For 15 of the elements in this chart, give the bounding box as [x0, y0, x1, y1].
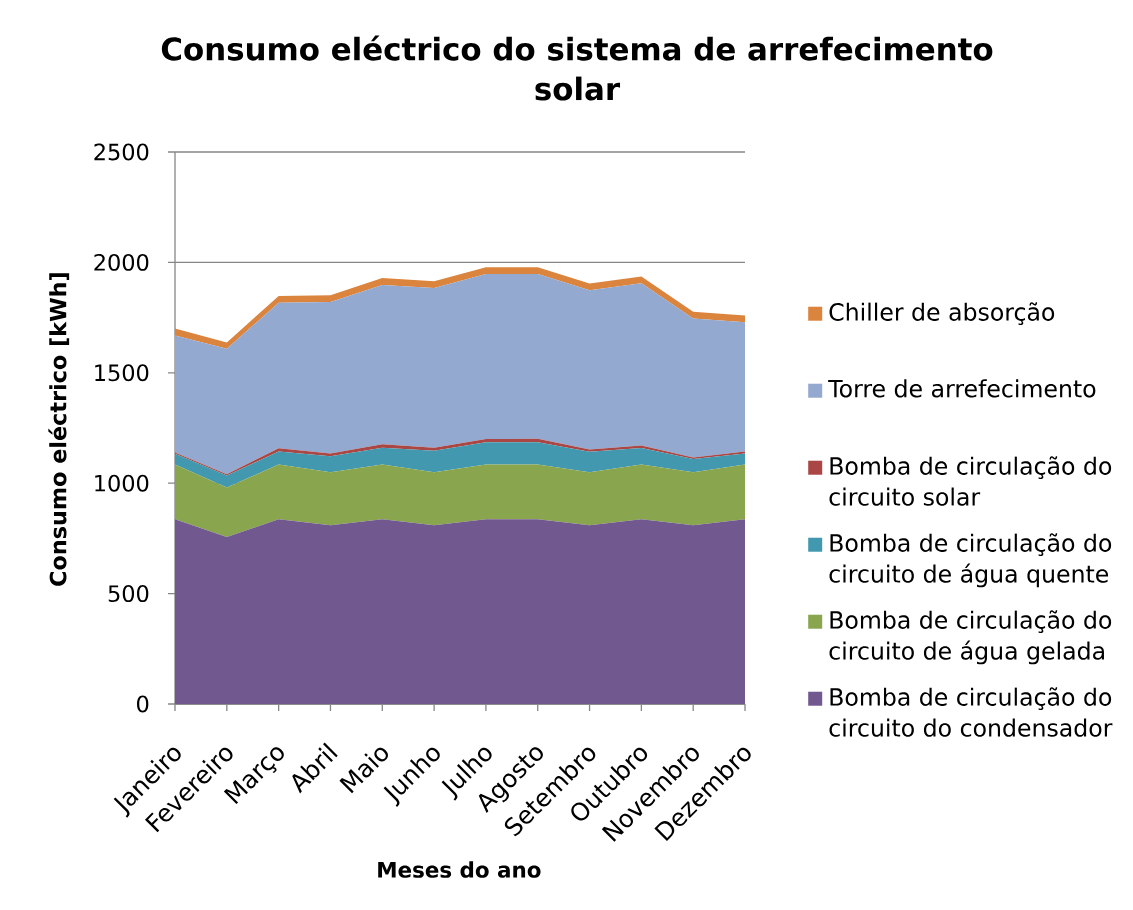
- legend-label: Bomba de circulação do circuito do condensador: [829, 687, 1113, 737]
- y-tick-label: 0: [137, 695, 149, 713]
- legend-label: Bomba de circulação do circuito solar: [829, 456, 1112, 506]
- chart-title: Consumo eléctrico do sistema de arrefecimento solar: [161, 35, 993, 101]
- legend-label: Torre de arrefecimento: [828, 379, 1096, 398]
- y-tick-label: 1500: [95, 364, 149, 382]
- legend-label: Bomba de circulação do circuito de água gelada: [829, 610, 1112, 665]
- legend-label: Bomba de circulação do circuito de água quente: [829, 533, 1112, 588]
- legend-label: Chiller de absorção: [829, 302, 1055, 326]
- x-axis-title: Meses do ano: [378, 861, 541, 878]
- y-tick-label: 2500: [94, 143, 149, 161]
- y-tick-label: 2000: [94, 253, 149, 271]
- y-axis-title: Consumo eléctrico [kWh]: [48, 273, 70, 586]
- y-tick-label: 500: [108, 585, 149, 603]
- y-tick-label: 1000: [95, 474, 149, 492]
